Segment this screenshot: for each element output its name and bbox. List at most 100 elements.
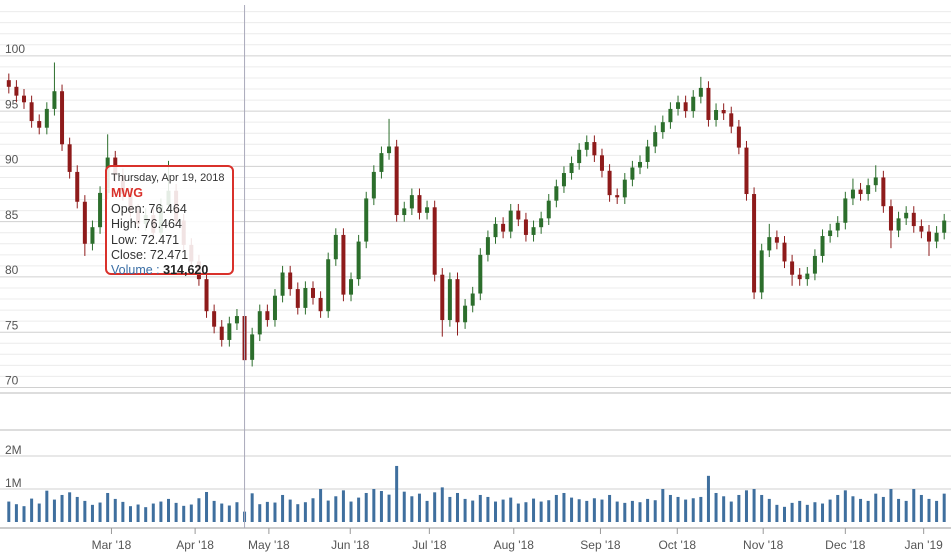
- x-tick-label: Apr '18: [176, 538, 214, 552]
- volume-bar: [859, 498, 863, 522]
- volume-bar: [805, 504, 809, 522]
- volume-bar: [227, 505, 231, 522]
- volume-bar: [722, 496, 726, 522]
- candle-body: [14, 86, 19, 96]
- candle-body: [219, 326, 224, 340]
- volume-bar: [387, 494, 391, 522]
- candle-body: [508, 210, 513, 232]
- volume-bar: [319, 489, 323, 522]
- candle-body: [926, 231, 931, 242]
- volume-bar: [486, 496, 490, 522]
- volume-bar: [608, 494, 612, 522]
- volume-bar: [501, 499, 505, 522]
- volume-bar: [524, 502, 528, 522]
- volume-bar: [440, 487, 444, 522]
- candle-body: [44, 108, 49, 128]
- candle-body: [911, 212, 916, 227]
- value: 76.464: [143, 217, 182, 232]
- volume-bar: [744, 490, 748, 522]
- candle-body: [797, 274, 802, 280]
- y-tick-label: 70: [5, 374, 19, 388]
- tooltip-volume: Volume : 314,620: [111, 263, 232, 278]
- candle-body: [52, 91, 57, 109]
- candle-body: [873, 177, 878, 186]
- volume-bar: [691, 498, 695, 522]
- volume-bar: [151, 503, 155, 522]
- candle-body: [387, 146, 392, 154]
- volume-bar: [851, 496, 855, 522]
- candle-body: [546, 200, 551, 219]
- candle-body: [752, 194, 757, 293]
- candle-body: [881, 177, 886, 207]
- volume-bar: [798, 500, 802, 522]
- x-tick-label: Nov '18: [743, 538, 784, 552]
- volume-bar: [364, 492, 368, 522]
- volume-bar: [592, 498, 596, 522]
- candle-body: [607, 170, 612, 196]
- volume-bar: [417, 493, 421, 522]
- volume-bar: [455, 492, 459, 522]
- candle-body: [98, 192, 103, 228]
- volume-bar: [509, 497, 513, 522]
- candle-body: [425, 207, 430, 213]
- candle-body: [295, 289, 300, 308]
- candle-body: [394, 146, 399, 216]
- volume-bar: [767, 498, 771, 522]
- volume-bar: [661, 489, 665, 522]
- volume-bar: [471, 500, 475, 522]
- candle-body: [310, 287, 315, 298]
- volume-tick-label: 1M: [5, 476, 22, 490]
- volume-bar: [113, 498, 117, 522]
- label: Low:: [111, 232, 138, 247]
- candle-body: [493, 223, 498, 238]
- volume-bar: [843, 490, 847, 522]
- volume-bar: [623, 502, 627, 522]
- volume-bar: [14, 504, 18, 522]
- volume-bar: [752, 489, 756, 522]
- volume-bar: [889, 489, 893, 522]
- candle-body: [516, 210, 521, 220]
- candle-body: [721, 110, 726, 114]
- candle-body: [227, 323, 232, 340]
- candle-body: [622, 179, 627, 198]
- label: Close:: [111, 248, 147, 263]
- candle-body: [561, 173, 566, 187]
- volume-bar: [532, 498, 536, 522]
- volume-bar: [326, 500, 330, 522]
- label: Open:: [111, 201, 146, 216]
- x-tick-label: Jun '18: [331, 538, 370, 552]
- x-tick-label: Jan '19: [905, 538, 944, 552]
- candle-body: [364, 198, 369, 242]
- volume-bar: [516, 503, 520, 522]
- volume-bar: [144, 507, 148, 522]
- label: High:: [111, 217, 141, 232]
- volume-bar: [729, 501, 733, 522]
- candle-body: [698, 87, 703, 97]
- candle-body: [349, 279, 354, 295]
- volume-bar: [167, 498, 171, 522]
- candle-body: [828, 230, 833, 237]
- candle-body: [676, 102, 681, 109]
- volume-bar: [866, 500, 870, 522]
- volume-bar: [197, 498, 201, 522]
- x-tick-label: Jul '18: [412, 538, 447, 552]
- candle-body: [478, 254, 483, 294]
- volume-bar: [372, 489, 376, 522]
- volume-bar: [562, 492, 566, 522]
- candle-body: [318, 297, 323, 312]
- candle-body: [234, 316, 239, 324]
- volume-bar: [935, 500, 939, 522]
- value: 72.471: [149, 248, 189, 263]
- y-tick-label: 75: [5, 318, 19, 332]
- volume-bar: [37, 503, 41, 522]
- volume-bar: [281, 494, 285, 522]
- volume-bar: [379, 491, 383, 522]
- volume-bar: [220, 503, 224, 522]
- candle-body: [592, 142, 597, 156]
- tooltip-low: Low: 72.471: [111, 233, 232, 248]
- candle-body: [782, 242, 787, 262]
- tooltip-open: Open: 76.464: [111, 202, 232, 217]
- candle-body: [333, 234, 338, 260]
- candle-body: [904, 212, 909, 219]
- volume-bar: [303, 502, 307, 522]
